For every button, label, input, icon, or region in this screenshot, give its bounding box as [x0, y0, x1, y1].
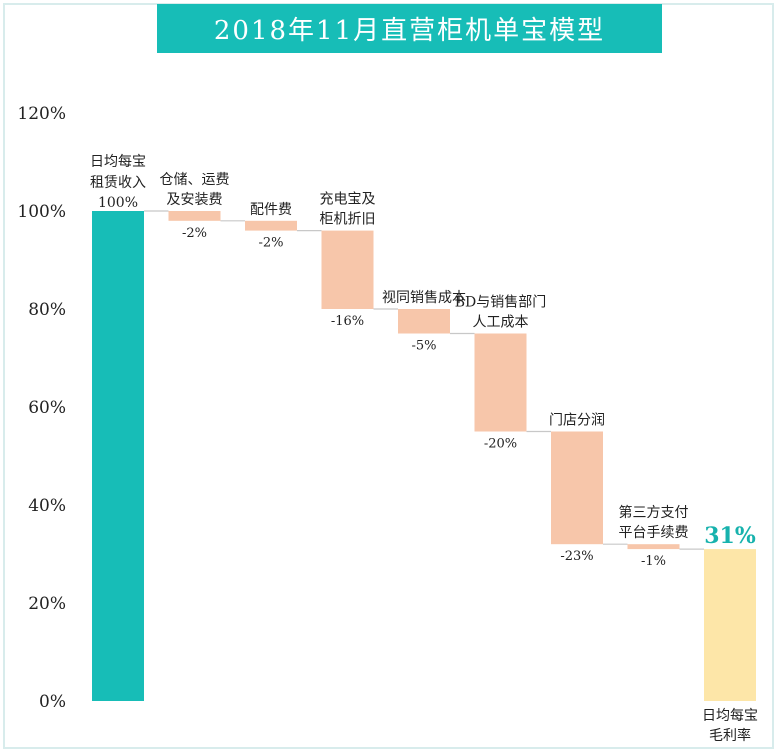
data-label: -23%: [560, 549, 593, 564]
y-tick-label: 20%: [28, 594, 66, 614]
connector-lines: [144, 210, 704, 550]
category-label: BD与销售部门: [455, 295, 547, 311]
bar-decrease: [168, 211, 221, 221]
y-tick-label: 60%: [28, 398, 66, 418]
bar-decrease: [245, 220, 297, 231]
data-label: -2%: [258, 236, 283, 251]
category-label: 日均每宝: [90, 154, 146, 170]
category-label: 平台手续费: [619, 524, 689, 541]
bar-decrease: [551, 431, 603, 545]
category-label: 门店分润: [549, 413, 605, 429]
y-tick-label: 100%: [17, 202, 66, 222]
category-label: 充电宝及: [320, 192, 376, 208]
bar-start: [92, 211, 144, 701]
data-label: -2%: [182, 226, 207, 241]
y-tick-label: 0%: [39, 692, 66, 712]
category-label: 租赁收入: [90, 175, 146, 191]
category-label: 及安装费: [167, 192, 223, 208]
category-label: 第三方支付: [619, 504, 689, 521]
chart-title: 2018年11月直营柜机单宝模型: [157, 4, 662, 53]
bar-decrease: [321, 230, 374, 309]
bar-decrease: [398, 309, 450, 334]
y-tick-label: 80%: [28, 300, 66, 320]
y-tick-label: 40%: [28, 496, 66, 516]
bar-decrease: [474, 333, 527, 432]
category-label: 人工成本: [473, 315, 529, 331]
data-label: -1%: [641, 554, 666, 569]
category-label: 视同销售成本: [382, 290, 466, 306]
bars: [92, 211, 756, 701]
category-label: 柜机折旧: [320, 212, 376, 228]
bar-end: [704, 549, 756, 701]
result-value-label: 31%: [704, 523, 756, 549]
y-tick-label: 120%: [17, 104, 66, 124]
y-axis: 0% 20% 40% 60% 80% 100% 120%: [17, 104, 66, 712]
category-label: 日均每宝: [702, 708, 758, 724]
data-label: -16%: [331, 314, 364, 329]
data-label: 100%: [98, 195, 138, 211]
bar-decrease: [627, 544, 680, 550]
data-label: -5%: [411, 339, 436, 354]
category-label: 毛利率: [709, 727, 751, 744]
category-label: 仓储、运费: [160, 172, 230, 188]
labels: 100%日均每宝租赁收入-2%仓储、运费及安装费-2%配件费-16%充电宝及柜机…: [90, 154, 758, 744]
data-label: -20%: [484, 437, 517, 452]
category-label: 配件费: [250, 202, 292, 218]
